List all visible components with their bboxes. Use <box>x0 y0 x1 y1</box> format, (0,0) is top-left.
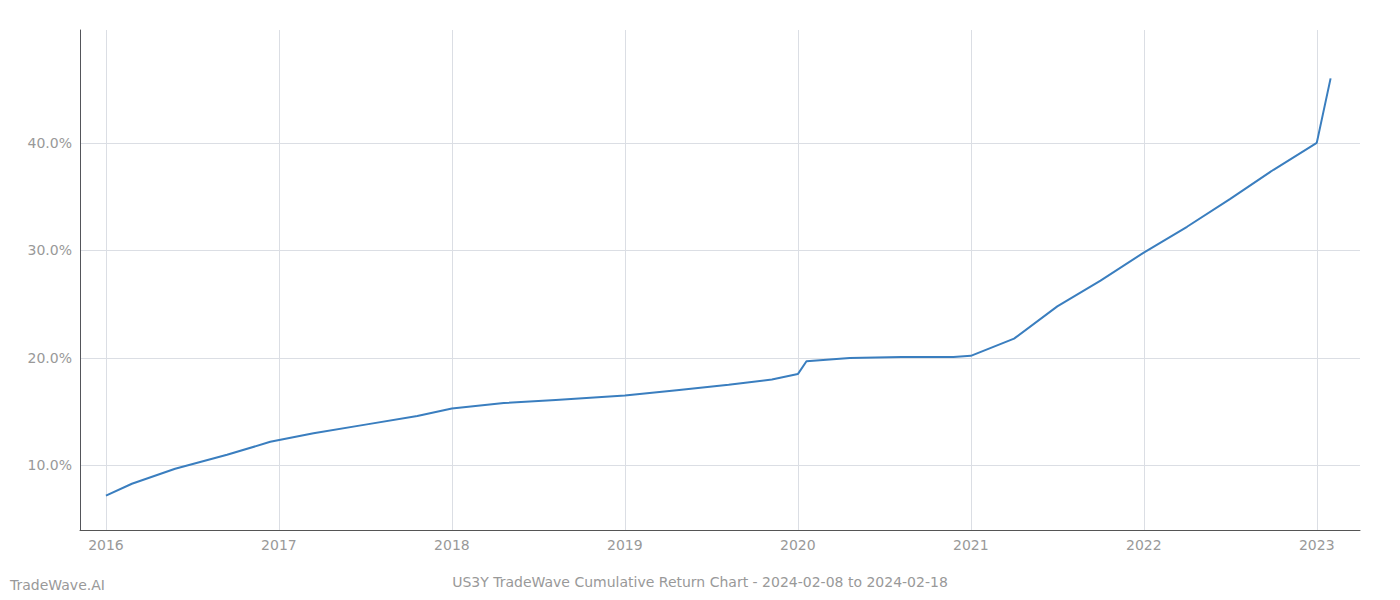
svg-text:2020: 2020 <box>780 537 816 553</box>
svg-text:2022: 2022 <box>1126 537 1162 553</box>
svg-text:2019: 2019 <box>607 537 643 553</box>
svg-text:TradeWave.AI: TradeWave.AI <box>9 577 105 593</box>
svg-text:40.0%: 40.0% <box>28 135 72 151</box>
svg-text:2017: 2017 <box>261 537 297 553</box>
svg-text:20.0%: 20.0% <box>28 350 72 366</box>
svg-text:30.0%: 30.0% <box>28 242 72 258</box>
svg-text:2023: 2023 <box>1299 537 1335 553</box>
svg-text:2016: 2016 <box>88 537 124 553</box>
svg-text:2018: 2018 <box>434 537 470 553</box>
svg-text:US3Y TradeWave Cumulative Retu: US3Y TradeWave Cumulative Return Chart -… <box>452 574 948 590</box>
svg-text:2021: 2021 <box>953 537 989 553</box>
svg-text:10.0%: 10.0% <box>28 457 72 473</box>
